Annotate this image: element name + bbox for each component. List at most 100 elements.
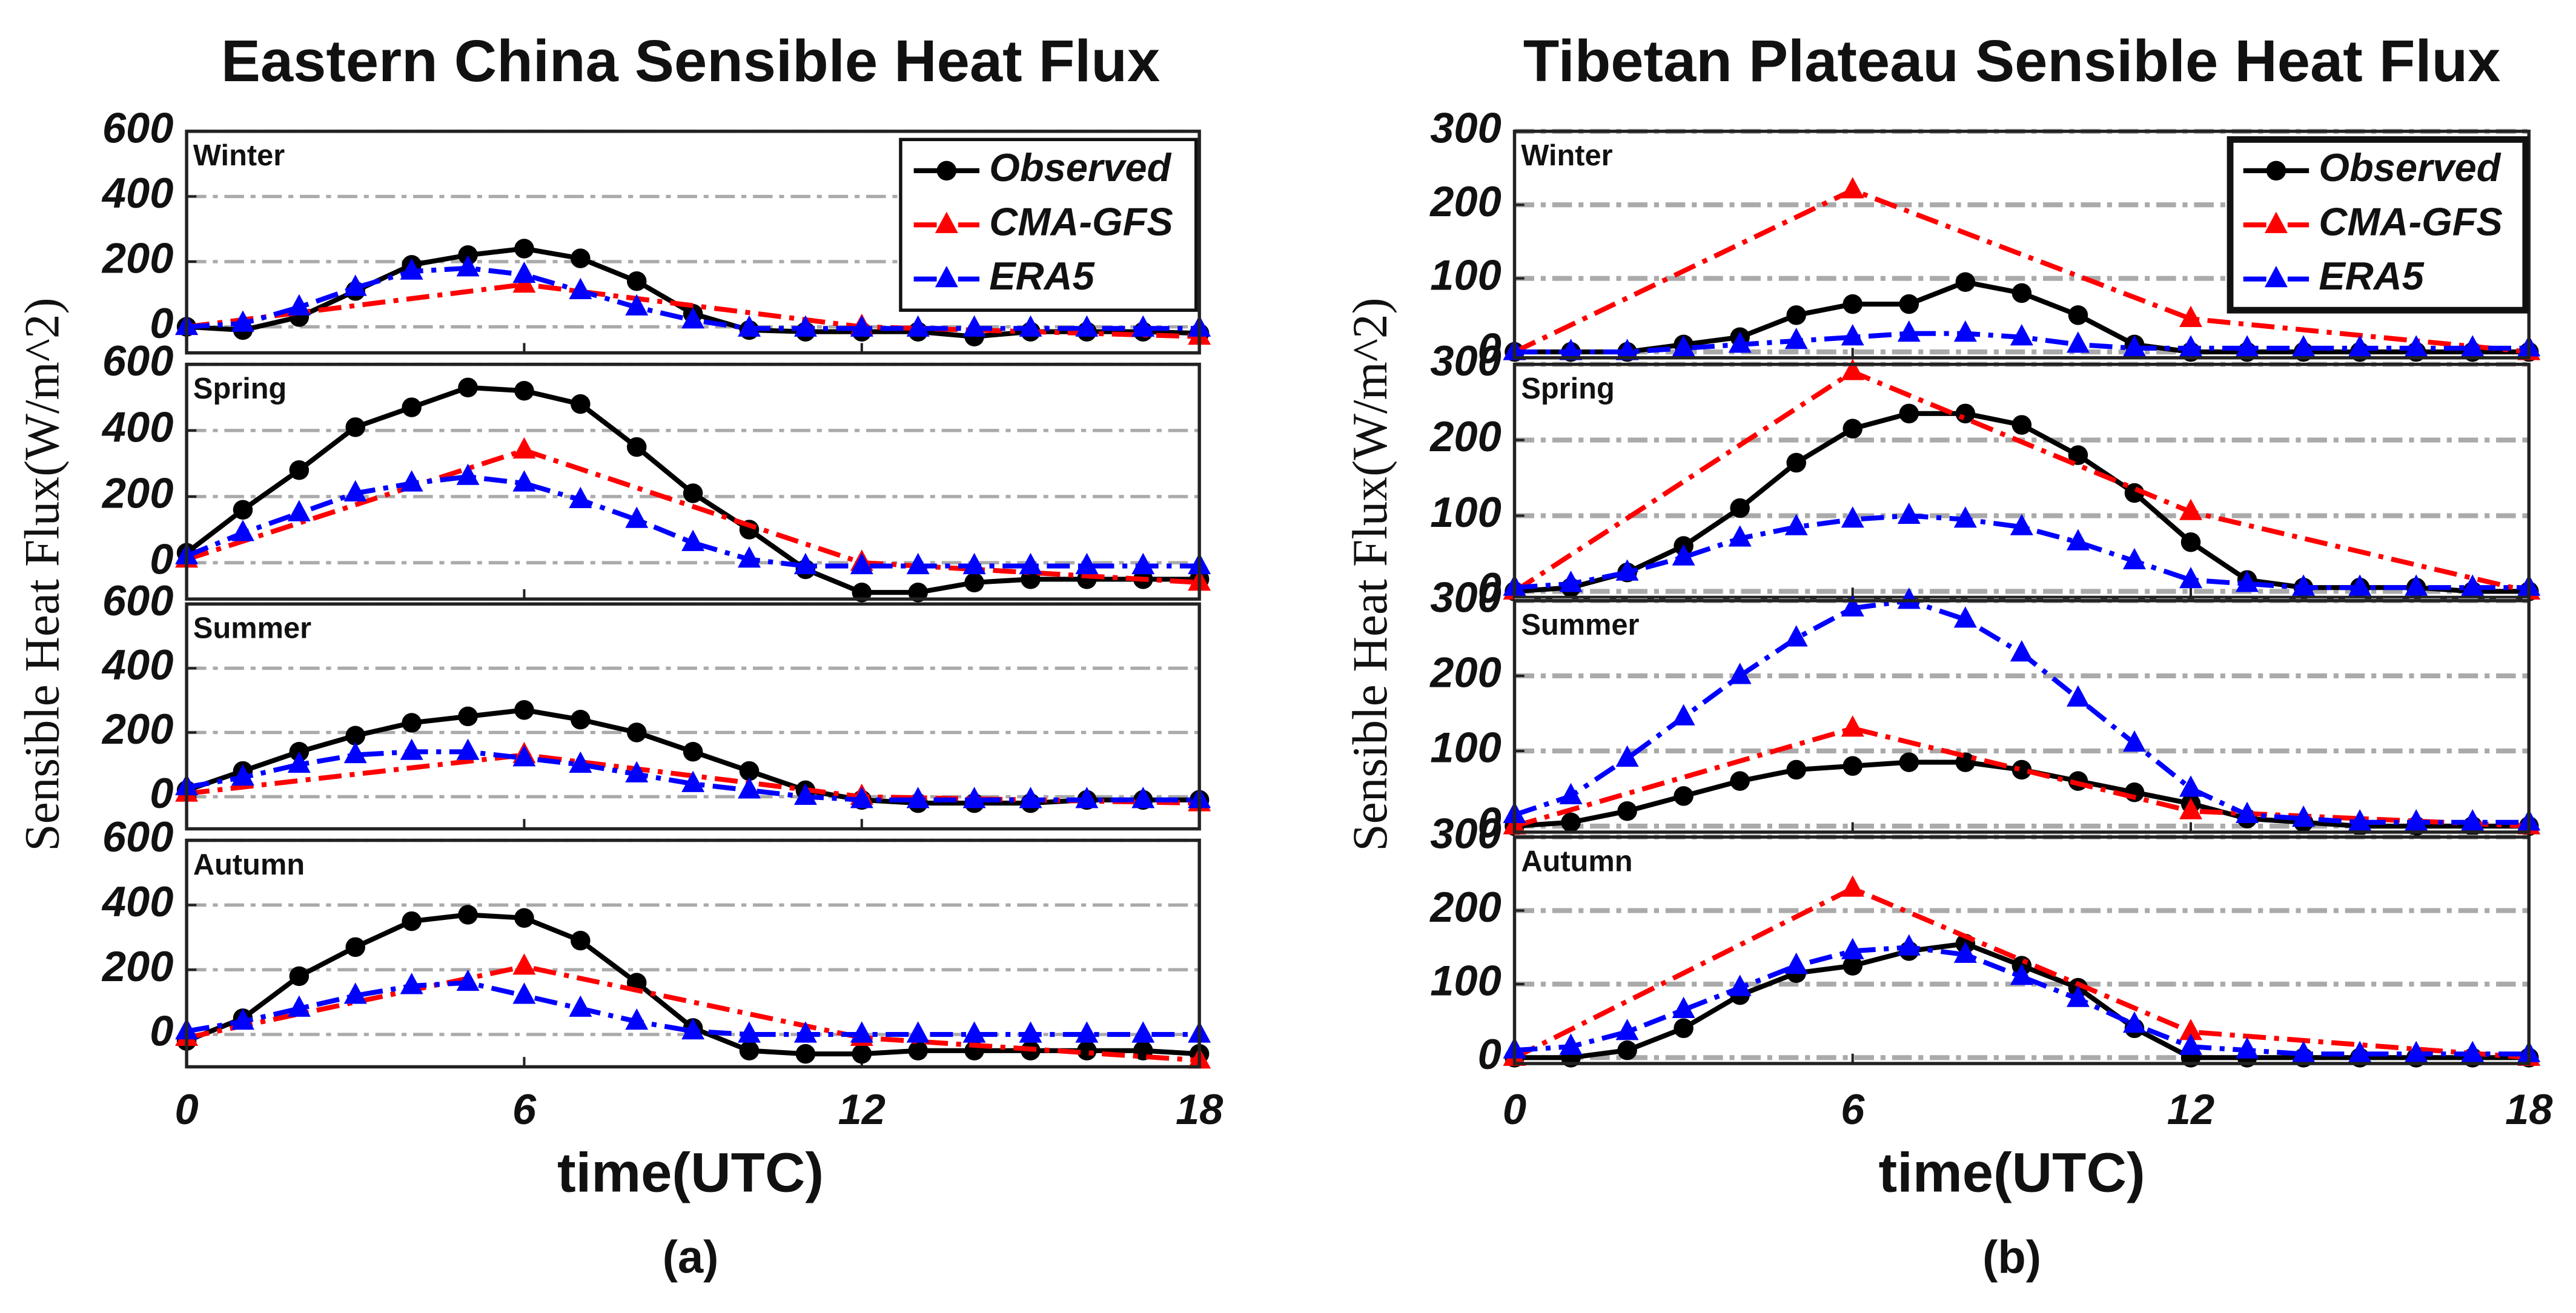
- marker: [936, 160, 957, 181]
- marker: [2122, 730, 2146, 752]
- marker: [2179, 305, 2202, 327]
- y-tick-label: 200: [1429, 177, 1502, 225]
- y-tick-label: 200: [1429, 883, 1502, 931]
- panel-season: Autumn: [193, 848, 305, 881]
- marker: [625, 761, 649, 782]
- marker: [456, 969, 480, 991]
- marker: [2180, 532, 2201, 552]
- marker: [850, 1021, 873, 1043]
- marker: [906, 315, 930, 337]
- marker: [1075, 1021, 1099, 1043]
- marker: [2122, 335, 2146, 357]
- marker: [345, 937, 366, 957]
- marker: [1955, 272, 1976, 292]
- series-line: [1513, 885, 2529, 1060]
- marker: [2348, 809, 2372, 831]
- marker: [852, 582, 872, 603]
- marker: [1730, 498, 1750, 518]
- marker: [738, 777, 761, 799]
- marker: [962, 552, 986, 575]
- marker: [343, 741, 367, 764]
- marker: [2461, 335, 2485, 357]
- marker: [287, 751, 311, 773]
- marker: [962, 787, 986, 809]
- x-tick-label: 0: [174, 1085, 198, 1133]
- legend-label: Observed: [989, 145, 1171, 190]
- marker: [625, 1008, 649, 1030]
- panel-season: Summer: [193, 612, 311, 645]
- marker: [1843, 294, 1862, 314]
- marker: [2461, 574, 2485, 596]
- marker: [1672, 996, 1695, 1018]
- marker: [345, 726, 366, 746]
- marker: [2405, 335, 2428, 357]
- marker: [739, 1040, 760, 1061]
- marker: [402, 713, 422, 733]
- x-tick-label: 18: [2505, 1085, 2553, 1133]
- y-tick-label: 400: [101, 878, 174, 925]
- marker: [512, 470, 536, 492]
- marker: [2179, 335, 2202, 357]
- panel-season: Spring: [1521, 372, 1614, 405]
- marker: [850, 787, 873, 809]
- marker: [512, 953, 536, 975]
- marker: [2066, 985, 2090, 1007]
- y-tick-label: 0: [150, 1007, 173, 1055]
- axes-frame: [185, 838, 1201, 1069]
- marker: [2292, 335, 2316, 357]
- y-tick-label: 300: [1430, 104, 1502, 151]
- marker: [935, 211, 958, 233]
- marker: [2292, 1040, 2316, 1062]
- marker: [1955, 752, 1976, 772]
- marker: [738, 546, 761, 568]
- marker: [2068, 305, 2088, 325]
- legend-label: ERA5: [2319, 254, 2424, 298]
- panel-season: Summer: [1521, 609, 1639, 641]
- marker: [1953, 606, 1977, 628]
- y-tick-label: 200: [1429, 649, 1502, 696]
- marker: [231, 764, 254, 786]
- y-tick-label: 600: [102, 813, 174, 861]
- marker: [231, 520, 254, 541]
- marker: [1953, 941, 1977, 963]
- axes-frame: [185, 362, 1201, 601]
- marker: [287, 500, 311, 521]
- legend-label: Observed: [2319, 145, 2501, 190]
- marker: [1615, 339, 1639, 360]
- marker: [1615, 745, 1639, 767]
- marker: [2348, 1040, 2372, 1062]
- y-tick-label: 0: [150, 769, 173, 817]
- axes-frame: [185, 130, 1201, 355]
- marker: [1615, 1019, 1639, 1040]
- marker: [2236, 335, 2259, 357]
- marker: [2010, 514, 2033, 535]
- y-tick-label: 200: [1429, 412, 1502, 460]
- marker: [1897, 502, 1921, 524]
- marker: [569, 486, 592, 508]
- marker: [571, 930, 591, 951]
- series-line: [1513, 369, 2530, 594]
- y-tick-label: 600: [102, 577, 174, 624]
- marker: [514, 239, 534, 259]
- marker: [458, 905, 478, 925]
- marker: [1786, 452, 1806, 473]
- marker: [850, 315, 873, 337]
- marker: [962, 1021, 986, 1043]
- y-tick-label: 400: [101, 403, 174, 451]
- legend-label: ERA5: [989, 254, 1094, 298]
- marker: [571, 709, 591, 730]
- marker: [850, 552, 873, 575]
- marker: [512, 437, 536, 459]
- marker: [964, 572, 984, 593]
- x-axis-label: time(UTC): [1879, 1141, 2145, 1203]
- marker: [1841, 359, 1864, 380]
- marker: [1559, 339, 1583, 360]
- marker: [456, 255, 480, 277]
- marker: [1672, 704, 1695, 726]
- marker: [2264, 211, 2288, 233]
- y-tick-label: 0: [150, 299, 173, 347]
- marker: [1784, 328, 1808, 349]
- marker: [1728, 663, 1752, 684]
- marker: [2405, 574, 2428, 596]
- marker: [1784, 952, 1808, 974]
